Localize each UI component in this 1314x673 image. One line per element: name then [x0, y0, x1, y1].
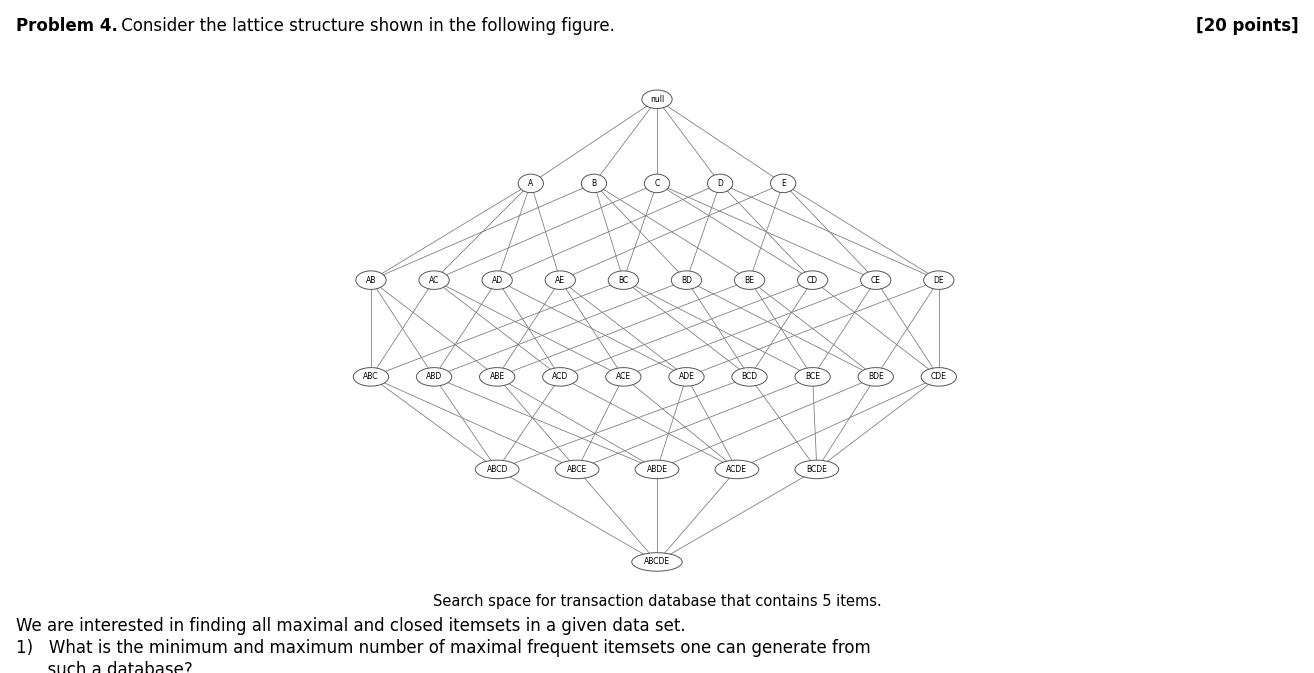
Ellipse shape	[419, 271, 449, 289]
Text: ADE: ADE	[678, 372, 694, 382]
Ellipse shape	[798, 271, 828, 289]
Text: AE: AE	[556, 276, 565, 285]
Ellipse shape	[707, 174, 733, 192]
Ellipse shape	[861, 271, 891, 289]
Text: BE: BE	[745, 276, 754, 285]
Text: BCD: BCD	[741, 372, 758, 382]
Ellipse shape	[644, 174, 670, 192]
Text: Search space for transaction database that contains 5 items.: Search space for transaction database th…	[432, 594, 882, 608]
Ellipse shape	[545, 271, 576, 289]
Text: such a database?: such a database?	[16, 661, 193, 673]
Text: A: A	[528, 179, 533, 188]
Ellipse shape	[669, 367, 704, 386]
Ellipse shape	[476, 460, 519, 479]
Text: ACD: ACD	[552, 372, 569, 382]
Ellipse shape	[641, 90, 673, 108]
Text: BD: BD	[681, 276, 692, 285]
Ellipse shape	[608, 271, 639, 289]
Text: ABC: ABC	[363, 372, 378, 382]
Text: ABE: ABE	[490, 372, 505, 382]
Ellipse shape	[858, 367, 894, 386]
Text: ABCE: ABCE	[566, 465, 587, 474]
Ellipse shape	[921, 367, 957, 386]
Text: BDE: BDE	[867, 372, 883, 382]
Ellipse shape	[671, 271, 702, 289]
Text: CE: CE	[871, 276, 880, 285]
Text: AD: AD	[491, 276, 503, 285]
Ellipse shape	[732, 367, 767, 386]
Text: BCE: BCE	[805, 372, 820, 382]
Text: ACDE: ACDE	[727, 465, 748, 474]
Text: CD: CD	[807, 276, 819, 285]
Ellipse shape	[606, 367, 641, 386]
Text: We are interested in finding all maximal and closed itemsets in a given data set: We are interested in finding all maximal…	[16, 617, 686, 635]
Ellipse shape	[353, 367, 389, 386]
Text: AC: AC	[428, 276, 439, 285]
Ellipse shape	[635, 460, 679, 479]
Text: ABCD: ABCD	[486, 465, 507, 474]
Text: [20 points]: [20 points]	[1196, 17, 1298, 35]
Ellipse shape	[735, 271, 765, 289]
Text: BC: BC	[618, 276, 628, 285]
Ellipse shape	[795, 367, 830, 386]
Text: null: null	[650, 95, 664, 104]
Text: D: D	[717, 179, 723, 188]
Ellipse shape	[480, 367, 515, 386]
Text: DE: DE	[933, 276, 945, 285]
Ellipse shape	[543, 367, 578, 386]
Ellipse shape	[556, 460, 599, 479]
Text: CDE: CDE	[930, 372, 947, 382]
Text: Consider the lattice structure shown in the following figure.: Consider the lattice structure shown in …	[116, 17, 615, 35]
Text: 1)   What is the minimum and maximum number of maximal frequent itemsets one can: 1) What is the minimum and maximum numbe…	[16, 639, 870, 658]
Text: AB: AB	[365, 276, 376, 285]
Text: ABCDE: ABCDE	[644, 557, 670, 567]
Ellipse shape	[518, 174, 544, 192]
Text: C: C	[654, 179, 660, 188]
Ellipse shape	[795, 460, 838, 479]
Ellipse shape	[770, 174, 796, 192]
Text: ABDE: ABDE	[646, 465, 668, 474]
Ellipse shape	[632, 553, 682, 571]
Ellipse shape	[581, 174, 607, 192]
Text: B: B	[591, 179, 597, 188]
Ellipse shape	[356, 271, 386, 289]
Text: E: E	[781, 179, 786, 188]
Text: BCDE: BCDE	[807, 465, 828, 474]
Ellipse shape	[417, 367, 452, 386]
Ellipse shape	[715, 460, 758, 479]
Text: Problem 4.: Problem 4.	[16, 17, 118, 35]
Text: ACE: ACE	[616, 372, 631, 382]
Text: ABD: ABD	[426, 372, 443, 382]
Ellipse shape	[924, 271, 954, 289]
Ellipse shape	[482, 271, 512, 289]
